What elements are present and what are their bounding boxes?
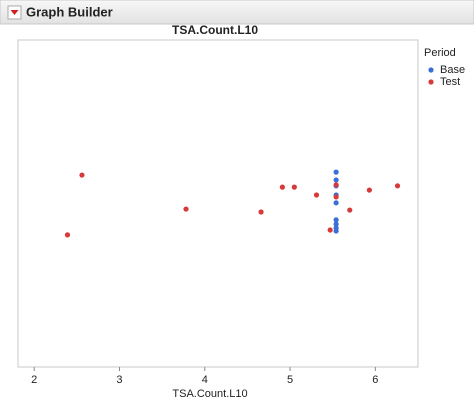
point [333,194,339,200]
header-bar [0,0,474,25]
x-tick-label: 4 [202,374,208,386]
point [333,169,339,175]
legend-label: Base [440,64,465,76]
x-tick-label: 3 [116,374,122,386]
legend-marker [428,79,434,85]
legend-label: Test [440,76,460,88]
legend-title: Period [424,47,456,59]
red-triangle-icon[interactable] [10,10,19,15]
x-tick-label: 5 [287,374,293,386]
point [347,207,353,213]
header-title: Graph Builder [26,4,113,19]
point [64,232,71,238]
legend-marker [428,67,434,73]
plot-frame [17,39,419,368]
point [183,206,189,212]
point [327,227,333,233]
point [333,182,339,188]
point [79,172,85,178]
x-tick-label: 2 [31,374,37,386]
point [394,183,401,189]
x-tick-label: 6 [372,374,378,386]
point [279,184,285,190]
point [333,221,339,227]
point [366,187,372,193]
chart-title: TSA.Count.L10 [172,23,258,37]
point [333,200,339,206]
point [313,192,320,198]
point [333,228,339,234]
point [291,184,297,190]
point [258,209,264,215]
x-axis-label: TSA.Count.L10 [172,388,247,400]
point [333,177,339,183]
point [333,217,339,223]
